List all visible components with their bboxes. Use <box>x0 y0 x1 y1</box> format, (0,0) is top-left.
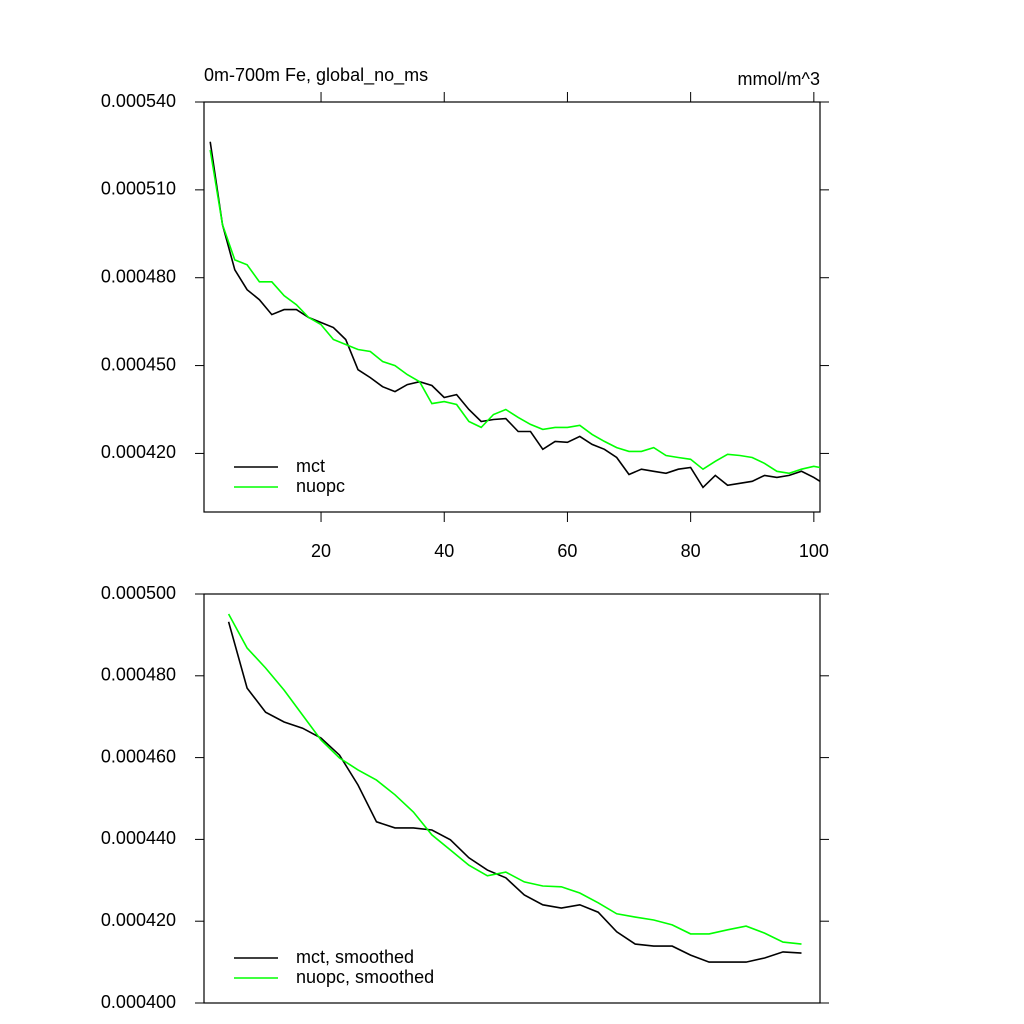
y-tick-label: 0.000480 <box>101 665 176 685</box>
units-label: mmol/m^3 <box>738 69 820 89</box>
x-tick-label: 80 <box>681 541 701 561</box>
data-line <box>227 621 802 963</box>
y-tick-label: 0.000500 <box>101 583 176 603</box>
y-tick-label: 0.000420 <box>101 442 176 462</box>
plot-frame <box>203 593 821 1004</box>
y-tick-label: 0.000540 <box>101 91 176 111</box>
chart-title: 0m-700m Fe, global_no_ms <box>204 65 428 86</box>
y-tick-label: 0.000400 <box>101 992 176 1012</box>
y-tick-label: 0.000440 <box>101 828 176 848</box>
x-tick-label: 60 <box>557 541 577 561</box>
legend-label: nuopc <box>296 476 345 496</box>
legend-label: nuopc, smoothed <box>296 967 434 987</box>
y-tick-label: 0.000460 <box>101 746 176 766</box>
legend-label: mct, smoothed <box>296 947 414 967</box>
x-tick-label: 20 <box>311 541 331 561</box>
data-line <box>209 141 821 489</box>
data-line <box>227 613 802 945</box>
y-tick-label: 0.000450 <box>101 354 176 374</box>
y-tick-label: 0.000420 <box>101 910 176 930</box>
y-tick-label: 0.000510 <box>101 179 176 199</box>
plot-frame <box>203 101 821 513</box>
x-tick-label: 40 <box>434 541 454 561</box>
data-line <box>209 149 821 475</box>
legend-label: mct <box>296 456 325 476</box>
x-tick-label: 100 <box>799 541 829 561</box>
y-tick-label: 0.000480 <box>101 266 176 286</box>
